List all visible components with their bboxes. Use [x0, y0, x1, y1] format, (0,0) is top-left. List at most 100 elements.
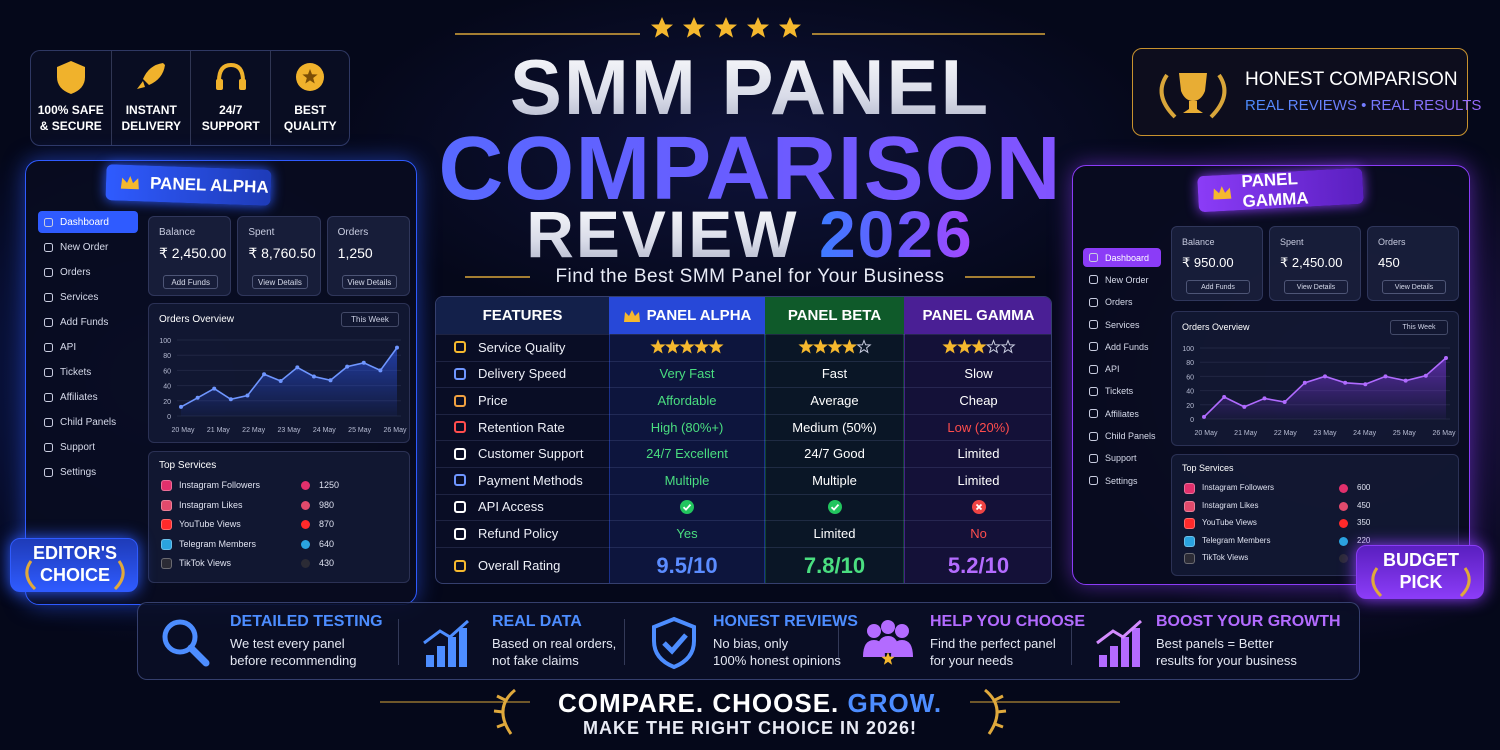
star-filled [956, 339, 972, 354]
crown [623, 309, 640, 322]
shield [652, 616, 696, 670]
orders-point [361, 360, 366, 365]
row-icon [454, 559, 466, 572]
menu-icon-box [44, 292, 53, 302]
service-count: 1250 [318, 480, 339, 490]
menu-icon-box [44, 467, 53, 477]
menu-item: Settings [38, 461, 138, 483]
crown-shape [120, 175, 139, 190]
service-icon [1184, 500, 1195, 512]
y-tick-label: 60 [1186, 374, 1194, 381]
menu-item: Services [1083, 315, 1161, 334]
menu-text: Support [60, 441, 96, 453]
footer-grow: GROW. [847, 688, 943, 718]
orders-point [378, 368, 383, 373]
stat-button: View Details [252, 275, 308, 289]
row-label: Retention Rate [478, 419, 565, 435]
cell-text: No [970, 525, 987, 541]
check [830, 503, 839, 511]
menu-icon [1089, 320, 1098, 330]
stat-label: Orders [1378, 237, 1406, 247]
feature-title: REAL DATA [492, 613, 582, 630]
star [881, 652, 895, 665]
star-empty [985, 339, 1001, 354]
y-tick-label: 60 [163, 368, 171, 375]
orders-area [181, 347, 397, 416]
service-count: 640 [318, 538, 334, 549]
feature-strip: DETAILED TESTING We test every panel befor… [137, 602, 1360, 680]
orders-point [278, 379, 283, 384]
award-laurels [1371, 567, 1471, 598]
stat-button: Add Funds [1186, 280, 1250, 294]
menu-icon [1089, 297, 1098, 307]
x-tick-label: 21 May [1234, 430, 1257, 437]
row-divider [436, 546, 1051, 548]
overall-rating: 7.8/10 [803, 552, 866, 578]
y-tick-label: 100 [159, 338, 171, 345]
rating [650, 339, 724, 354]
service-count: 430 [318, 558, 334, 569]
service-name: Instagram Followers [1202, 483, 1275, 492]
x-tick-label: 22 May [1274, 430, 1297, 437]
medal-star [302, 69, 318, 84]
row-icon [454, 474, 466, 487]
menu-icon [44, 242, 53, 252]
crown-shape [1213, 186, 1232, 200]
orders-point [1383, 374, 1388, 379]
bar-icon [448, 637, 456, 667]
overall-rating: 9.5/10 [656, 552, 718, 578]
divider [1071, 619, 1072, 665]
row-label: Payment Methods [478, 472, 583, 488]
bar-icon [1099, 655, 1107, 667]
badge-text: 24/7 [219, 103, 243, 117]
chart-range: This Week [1390, 320, 1448, 335]
badge: BEST QUALITY [269, 51, 351, 145]
menu-icon-box [1089, 386, 1098, 396]
stat-label: Spent [1280, 237, 1304, 247]
laurel [1371, 567, 1471, 598]
person-head [881, 620, 895, 634]
feature-text: for your needs [930, 653, 1014, 668]
service-count: 350 [1357, 518, 1371, 528]
feature-title: DETAILED TESTING [230, 613, 383, 630]
chart-card: Orders Overview This Week 0 20 40 60 80 100 20 M… [148, 303, 410, 443]
menu-icon-box [1089, 476, 1098, 486]
orders-chart: 0 20 40 60 80 100 20 May 21 May 22 May 23 May 24 M… [159, 338, 407, 434]
orders-point [1282, 399, 1287, 404]
stat-value: ₹ 8,760.50 [248, 245, 316, 261]
star-filled [812, 339, 828, 354]
service-name: Instagram Likes [1202, 500, 1259, 510]
table-header: FEATURES [436, 297, 609, 334]
menu-item: Tickets [1083, 382, 1161, 401]
orders-line [180, 347, 398, 408]
cell-text: Multiple [812, 472, 857, 488]
service-icon [1184, 535, 1195, 547]
badge-icon [137, 63, 166, 89]
menu-item: API [1083, 360, 1161, 379]
menu-item: API [38, 336, 138, 358]
y-tick-label: 40 [163, 384, 171, 391]
cell-text: 24/7 Good [804, 446, 865, 462]
star-filled [941, 339, 958, 354]
menu-icon-box [44, 242, 53, 252]
menu-text: New Order [1105, 274, 1149, 285]
cell-text: Yes [676, 525, 698, 541]
menu-text: Support [1105, 453, 1137, 464]
dashboard-panel: PANEL GAMMA Dashboard New Order Orders Servi… [1072, 165, 1470, 585]
feature-icon [652, 616, 696, 670]
cell-text: 24/7 Excellent [646, 446, 728, 462]
stat-label: Balance [159, 227, 196, 238]
service-count-icon [1339, 484, 1349, 493]
footer-compare: COMPARE. CHOOSE. [557, 688, 840, 718]
feature-icon [1096, 619, 1142, 667]
star-filled [664, 339, 681, 354]
feature-icon [863, 620, 913, 665]
service-icon [1184, 483, 1195, 494]
service-count-icon [300, 559, 310, 569]
star-filled [826, 339, 843, 354]
award-text: PICK [1399, 572, 1443, 592]
y-tick-label: 80 [163, 353, 171, 360]
menu-item: Affiliates [38, 386, 138, 408]
orders-point [1262, 396, 1267, 401]
menu-text: Services [60, 291, 99, 303]
